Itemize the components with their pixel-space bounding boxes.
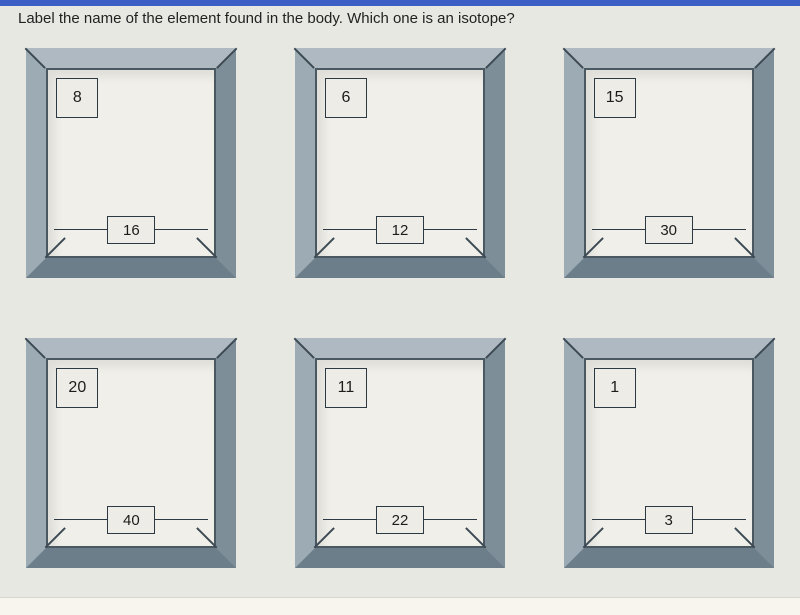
atomic-number-box: 11 bbox=[325, 368, 367, 408]
frame-inner: 20 40 bbox=[48, 360, 214, 546]
element-frame: 6 12 bbox=[295, 48, 505, 278]
mass-number-box: 40 bbox=[107, 506, 155, 534]
mass-number: 30 bbox=[660, 222, 677, 239]
element-card: 8 16 bbox=[12, 38, 251, 288]
mass-number-box: 16 bbox=[107, 216, 155, 244]
atomic-number: 6 bbox=[342, 89, 351, 107]
atomic-number-box: 20 bbox=[56, 368, 98, 408]
atomic-number: 15 bbox=[606, 89, 624, 107]
window-topbar bbox=[0, 0, 800, 6]
mass-number-box: 12 bbox=[376, 216, 424, 244]
element-frame: 11 22 bbox=[295, 338, 505, 568]
element-frame: 20 40 bbox=[26, 338, 236, 568]
element-card: 11 22 bbox=[281, 328, 520, 578]
atomic-number-box: 8 bbox=[56, 78, 98, 118]
atomic-number: 11 bbox=[338, 379, 355, 397]
elements-grid: 8 16 6 12 bbox=[0, 38, 800, 578]
element-frame: 15 30 bbox=[564, 48, 774, 278]
question-text: Label the name of the element found in t… bbox=[18, 10, 515, 27]
atomic-number: 8 bbox=[73, 89, 82, 107]
mass-number: 12 bbox=[392, 222, 409, 239]
mass-number-box: 30 bbox=[645, 216, 693, 244]
mass-number: 16 bbox=[123, 222, 140, 239]
element-frame: 8 16 bbox=[26, 48, 236, 278]
atomic-number-box: 6 bbox=[325, 78, 367, 118]
frame-inner: 15 30 bbox=[586, 70, 752, 256]
atomic-number-box: 15 bbox=[594, 78, 636, 118]
element-card: 1 3 bbox=[549, 328, 788, 578]
element-card: 6 12 bbox=[281, 38, 520, 288]
mass-number: 40 bbox=[123, 512, 140, 529]
frame-inner: 6 12 bbox=[317, 70, 483, 256]
element-card: 20 40 bbox=[12, 328, 251, 578]
element-frame: 1 3 bbox=[564, 338, 774, 568]
frame-inner: 11 22 bbox=[317, 360, 483, 546]
mass-number: 3 bbox=[664, 512, 672, 529]
mass-number-box: 22 bbox=[376, 506, 424, 534]
frame-inner: 1 3 bbox=[586, 360, 752, 546]
footer-strip bbox=[0, 597, 800, 615]
element-card: 15 30 bbox=[549, 38, 788, 288]
mass-number: 22 bbox=[392, 512, 409, 529]
frame-inner: 8 16 bbox=[48, 70, 214, 256]
atomic-number: 20 bbox=[68, 379, 86, 397]
mass-number-box: 3 bbox=[645, 506, 693, 534]
atomic-number-box: 1 bbox=[594, 368, 636, 408]
atomic-number: 1 bbox=[610, 379, 619, 397]
